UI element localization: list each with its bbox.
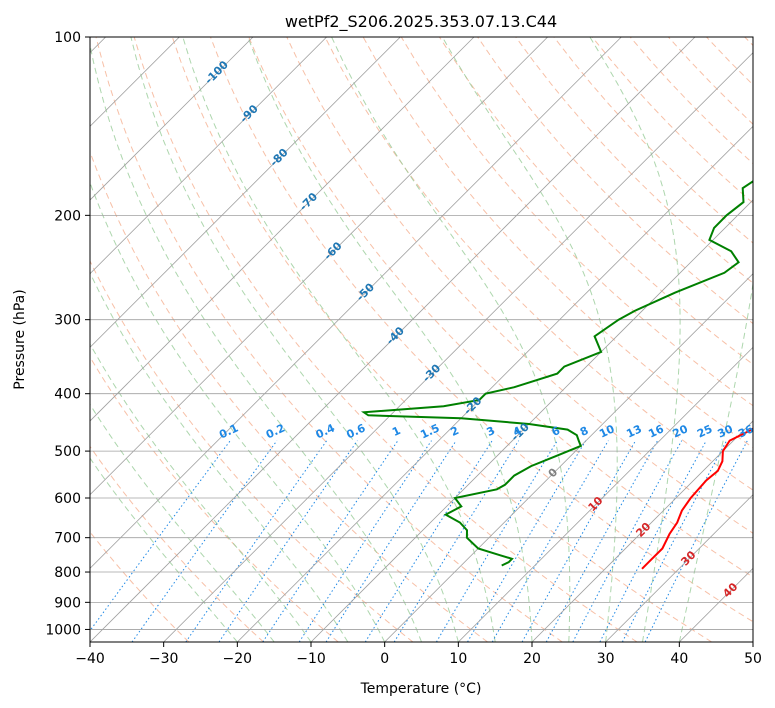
isotherm-line — [605, 494, 753, 642]
mixing-ratio-line — [298, 440, 432, 642]
moist-adiabat — [331, 37, 571, 642]
mixing-ratio-line — [491, 440, 609, 642]
plot-frame — [89, 36, 754, 643]
mixing-ratio-label: 30 — [716, 422, 736, 440]
isotherm-line — [384, 273, 753, 642]
mixing-ratio-label: 20 — [671, 422, 691, 440]
dry-adiabat — [90, 445, 264, 642]
x-tick-label: 20 — [523, 651, 541, 667]
mixing-ratio-line — [435, 440, 558, 642]
moist-adiabat — [441, 37, 618, 642]
moist-adiabats — [90, 37, 753, 642]
x-tick-label: 30 — [597, 651, 615, 667]
mixing-ratio-line — [545, 440, 659, 642]
mixing-ratio-line — [131, 440, 278, 642]
mixing-ratio-line — [572, 440, 683, 642]
pressure-gridlines — [90, 37, 753, 630]
x-tick-label: −40 — [75, 651, 105, 667]
isotherm-line — [90, 37, 254, 201]
isotherm-line — [310, 199, 753, 642]
mixing-ratio-label: 25 — [695, 422, 714, 440]
dry-adiabat — [286, 37, 753, 534]
moist-adiabat — [90, 403, 275, 642]
x-tick-label: −10 — [296, 651, 326, 667]
mixing-ratio-line — [185, 440, 328, 642]
dry-adiabat — [515, 37, 753, 284]
sounding-series — [360, 180, 753, 570]
moist-adiabat — [678, 280, 753, 642]
moist-adiabat — [90, 42, 422, 642]
chart-title: wetPf2_S206.2025.353.07.13.C44 — [285, 12, 557, 32]
moist-adiabat — [130, 37, 459, 642]
isotherm-line — [90, 37, 475, 422]
y-tick-label: 100 — [54, 30, 81, 46]
y-tick-label: 300 — [54, 313, 81, 329]
dry-adiabat — [324, 37, 753, 491]
dry-adiabat — [210, 37, 753, 623]
mixing-ratio-line — [262, 440, 399, 642]
x-tick-label: 40 — [670, 651, 688, 667]
mixing-ratio-line — [364, 440, 493, 642]
isotherm-line — [531, 420, 753, 642]
mixing-ratio-label: 10 — [597, 422, 617, 440]
isotherm-line — [237, 125, 753, 642]
isotherms — [90, 37, 753, 642]
mixing-ratio-line — [467, 440, 587, 642]
mixing-ratio-line — [521, 440, 637, 642]
y-tick-label: 1000 — [45, 622, 81, 638]
mixing-ratio-label: 13 — [624, 422, 643, 440]
y-tick-label: 700 — [54, 531, 81, 547]
isotherm-line — [90, 37, 622, 569]
mixing-ratio-line — [644, 440, 748, 642]
isotherm-line — [90, 37, 401, 348]
x-tick-label: 50 — [744, 651, 762, 667]
y-tick-label: 500 — [54, 444, 81, 460]
mixing-ratio-label: 36 — [736, 422, 756, 440]
y-tick-label: 200 — [54, 208, 81, 224]
dry-adiabat — [133, 37, 638, 642]
mixing-ratio-line — [325, 440, 457, 642]
dewpoint-line — [360, 180, 753, 567]
x-tick-label: 0 — [380, 651, 389, 667]
plot-area: -100-90-80-70-60-50-40-30-20-10010203040… — [90, 37, 756, 642]
mixing-ratio-label: 16 — [646, 422, 666, 440]
y-tick-label: 400 — [54, 387, 81, 403]
x-tick-label: −30 — [149, 651, 179, 667]
dry-adiabats — [90, 37, 753, 642]
dry-adiabat — [90, 356, 339, 642]
x-tick-label: −20 — [223, 651, 253, 667]
y-axis-ticks: 100 200 300 400 500 600 700 800 900 1000 — [45, 30, 90, 638]
y-axis-label: Pressure (hPa) — [12, 289, 28, 389]
moist-adiabat — [247, 37, 533, 642]
dry-adiabat — [171, 37, 712, 642]
x-axis-ticks: −40 −30 −20 −10 0 10 20 30 40 50 — [75, 642, 762, 667]
isotherm-line — [458, 346, 753, 642]
y-tick-label: 600 — [54, 491, 81, 507]
moist-adiabat — [90, 457, 238, 642]
dry-adiabat — [248, 37, 753, 578]
temperature-line — [641, 427, 753, 570]
isotherm-line — [90, 37, 696, 642]
y-tick-label: 800 — [54, 565, 81, 581]
isotherm-line — [90, 37, 327, 275]
moist-adiabat — [90, 271, 349, 642]
y-tick-label: 900 — [54, 595, 81, 611]
moist-adiabat — [589, 37, 681, 642]
moist-adiabat — [90, 181, 386, 642]
mixing-ratio-line — [90, 440, 231, 632]
dry-adiabat — [95, 37, 563, 642]
dry-adiabat — [90, 259, 414, 642]
isotherm-line — [90, 37, 548, 496]
isotherm-line — [163, 52, 753, 642]
x-tick-label: 10 — [449, 651, 467, 667]
x-axis-label: Temperature (°C) — [360, 681, 482, 697]
